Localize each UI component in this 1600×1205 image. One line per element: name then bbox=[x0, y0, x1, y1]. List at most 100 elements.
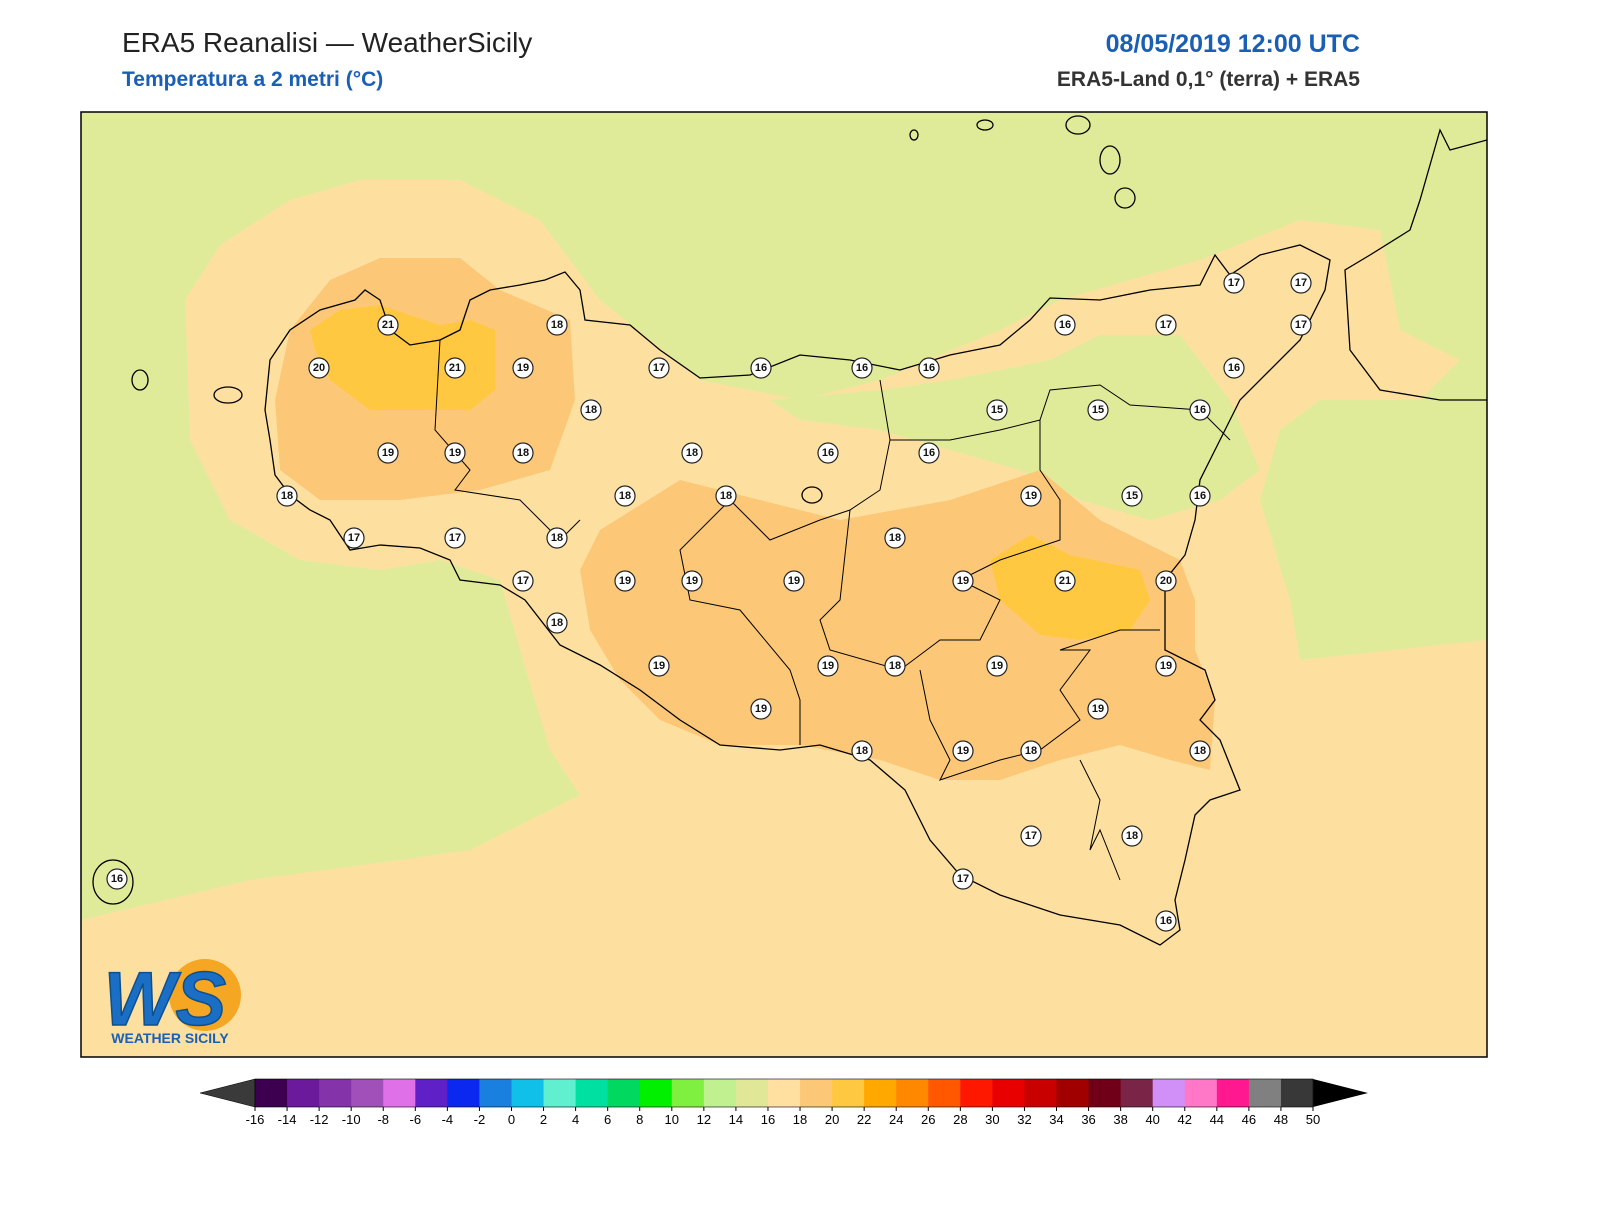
station: 16 bbox=[750, 357, 772, 379]
station-value: 17 bbox=[1295, 319, 1307, 331]
colorbar-swatch bbox=[896, 1079, 929, 1107]
colorbar-swatch bbox=[832, 1079, 865, 1107]
station-value: 15 bbox=[1126, 490, 1138, 502]
station: 18 bbox=[681, 442, 703, 464]
colorbar-swatch bbox=[1024, 1079, 1058, 1107]
colorbar-swatch bbox=[960, 1079, 993, 1107]
station: 19 bbox=[952, 570, 974, 592]
station: 16 bbox=[1189, 485, 1211, 507]
station: 16 bbox=[1189, 399, 1211, 421]
province-border bbox=[1079, 759, 1121, 881]
island bbox=[1065, 115, 1091, 135]
station-value: 16 bbox=[111, 873, 123, 885]
colorbar-tick-label: 32 bbox=[1017, 1112, 1031, 1127]
colorbar-tick-label: 16 bbox=[761, 1112, 775, 1127]
sicily-coast bbox=[264, 244, 1331, 946]
colorbar: -16 -14 -12 -10 -8 -6 -4 -2 0 2 4 6 8 10 12 14 16 18 20 22 2… bbox=[199, 1078, 1368, 1127]
colorbar-swatch bbox=[415, 1079, 448, 1107]
station-value: 21 bbox=[449, 362, 461, 374]
station: 19 bbox=[614, 570, 636, 592]
station-value: 18 bbox=[686, 447, 698, 459]
logo-sun bbox=[169, 959, 241, 1031]
colorbar-tick-label: 6 bbox=[604, 1112, 611, 1127]
station: 20 bbox=[1155, 570, 1177, 592]
station-marker bbox=[1087, 698, 1109, 720]
station: 19 bbox=[1020, 485, 1042, 507]
colorbar-tick-label: 34 bbox=[1049, 1112, 1063, 1127]
station-value: 18 bbox=[889, 660, 901, 672]
source: ERA5-Land 0,1° (terra) + ERA5 bbox=[1057, 68, 1360, 91]
station-marker bbox=[512, 442, 534, 464]
station-value: 16 bbox=[1059, 319, 1071, 331]
station-marker bbox=[512, 570, 534, 592]
station-marker bbox=[750, 698, 772, 720]
colorbar-swatch bbox=[1216, 1079, 1250, 1107]
colorbar-swatch bbox=[575, 1079, 609, 1107]
station-marker bbox=[952, 868, 974, 890]
station-value: 17 bbox=[1025, 830, 1037, 842]
colorbar-tick-label: 42 bbox=[1178, 1112, 1192, 1127]
island bbox=[909, 129, 919, 141]
station: 19 bbox=[817, 655, 839, 677]
colorbar-tick-label: -4 bbox=[442, 1112, 454, 1127]
station-value: 19 bbox=[619, 575, 631, 587]
station-value: 19 bbox=[788, 575, 800, 587]
station-value: 16 bbox=[755, 362, 767, 374]
station-value: 18 bbox=[1126, 830, 1138, 842]
logo-name: WEATHER SICILY bbox=[111, 1030, 229, 1046]
station: 17 bbox=[343, 527, 365, 549]
station-marker bbox=[817, 655, 839, 677]
station: 21 bbox=[1054, 570, 1076, 592]
station-marker bbox=[276, 485, 298, 507]
colorbar-tick-label: 44 bbox=[1210, 1112, 1224, 1127]
station: 16 bbox=[1155, 910, 1177, 932]
station-value: 17 bbox=[1295, 277, 1307, 289]
colorbar-swatch bbox=[1056, 1079, 1090, 1107]
station: 16 bbox=[1223, 357, 1245, 379]
station-value: 16 bbox=[923, 447, 935, 459]
colorbar-tick-label: -10 bbox=[342, 1112, 361, 1127]
colorbar-swatch bbox=[447, 1079, 480, 1107]
station-marker bbox=[1155, 655, 1177, 677]
colorbar-tick-label: -8 bbox=[377, 1112, 389, 1127]
map: 21 18 20 21 19 17 16 16 16 16 17 17 17 17 16 18 15 15 16 19… bbox=[81, 112, 1487, 1057]
station-marker bbox=[1290, 314, 1312, 336]
station: 17 bbox=[1020, 825, 1042, 847]
station: 17 bbox=[444, 527, 466, 549]
logo-letters: WS bbox=[104, 957, 226, 1042]
station-value: 21 bbox=[1059, 575, 1071, 587]
station-value: 19 bbox=[755, 703, 767, 715]
station-value: 21 bbox=[382, 319, 394, 331]
date: 08/05/2019 12:00 UTC bbox=[1106, 30, 1360, 58]
colorbar-swatch bbox=[1248, 1079, 1282, 1107]
colorbar-swatch bbox=[1088, 1079, 1122, 1107]
station: 19 bbox=[986, 655, 1008, 677]
colorbar-swatch bbox=[767, 1079, 801, 1107]
station-value: 16 bbox=[1194, 404, 1206, 416]
colorbar-swatch bbox=[1152, 1079, 1186, 1107]
colorbar-tick-label: 14 bbox=[729, 1112, 743, 1127]
station-marker bbox=[343, 527, 365, 549]
station: 19 bbox=[681, 570, 703, 592]
colorbar-swatch bbox=[735, 1079, 769, 1107]
station-value: 19 bbox=[991, 660, 1003, 672]
station: 16 bbox=[851, 357, 873, 379]
station-value: 16 bbox=[1194, 490, 1206, 502]
station-marker bbox=[1189, 740, 1211, 762]
station-marker bbox=[308, 357, 330, 379]
station-marker bbox=[546, 612, 568, 634]
station-value: 18 bbox=[551, 617, 563, 629]
colorbar-swatch bbox=[287, 1079, 320, 1107]
station-value: 19 bbox=[517, 362, 529, 374]
station-marker bbox=[1223, 357, 1245, 379]
station-marker bbox=[106, 868, 128, 890]
colorbar-tick-label: -16 bbox=[246, 1112, 265, 1127]
station-value: 17 bbox=[653, 362, 665, 374]
station-marker bbox=[648, 357, 670, 379]
station: 18 bbox=[512, 442, 534, 464]
station-value: 18 bbox=[856, 745, 868, 757]
station-value: 18 bbox=[1194, 745, 1206, 757]
calabria-coast bbox=[1344, 128, 1487, 401]
colorbar-tick-label: 8 bbox=[636, 1112, 643, 1127]
station-value: 16 bbox=[856, 362, 868, 374]
